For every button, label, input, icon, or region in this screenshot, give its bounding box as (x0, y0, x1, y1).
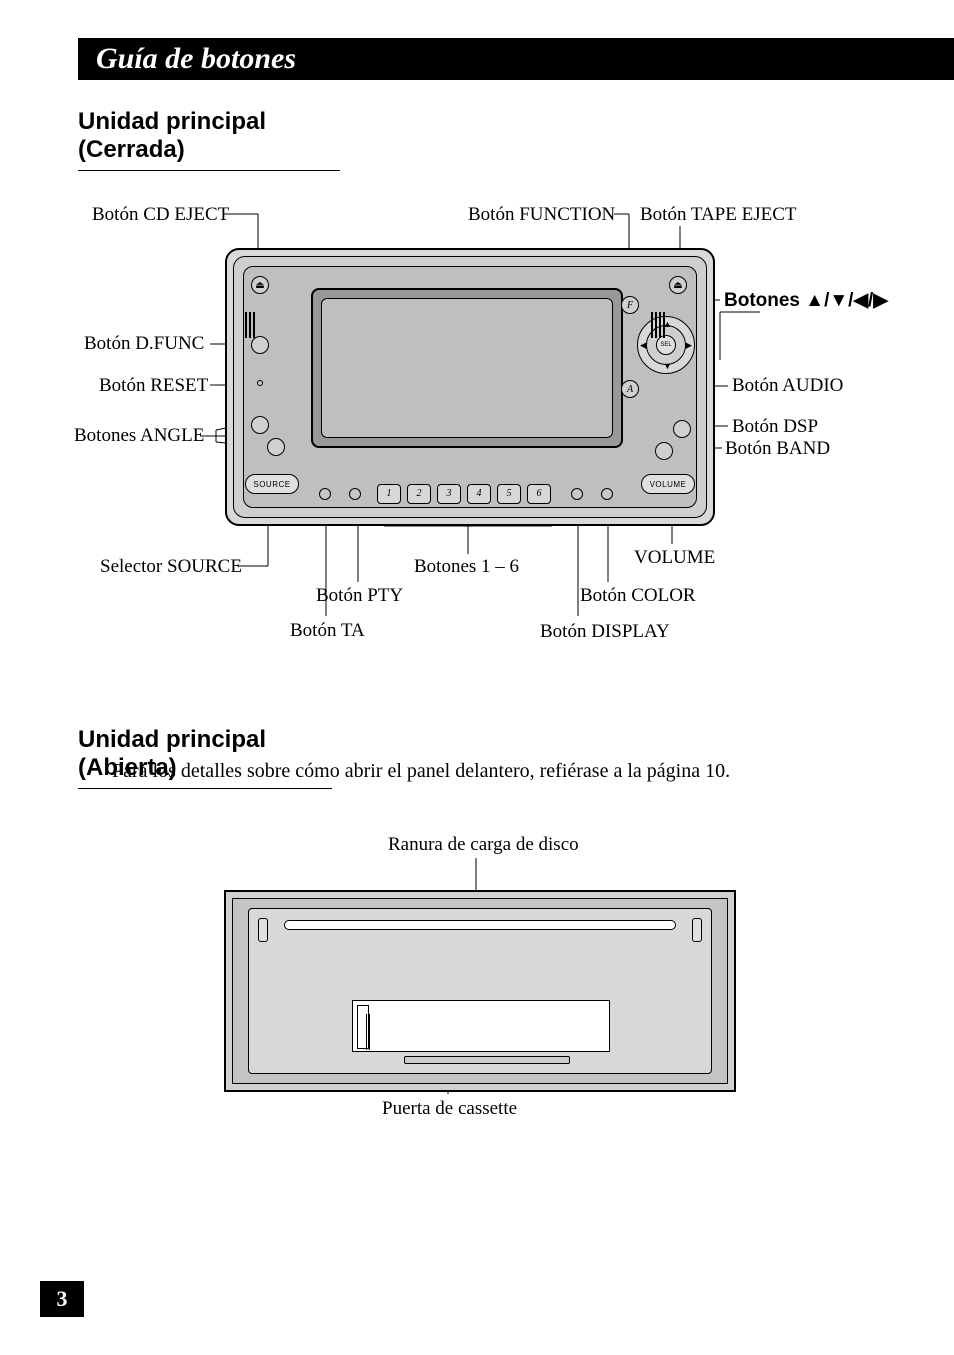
band-button[interactable] (655, 442, 673, 460)
label-dsp: Botón DSP (732, 416, 818, 438)
label-audio: Botón AUDIO (732, 375, 843, 397)
label-band: Botón BAND (725, 438, 830, 460)
label-cd-eject: Botón CD EJECT (92, 204, 229, 226)
label-presets: Botones 1 – 6 (414, 556, 519, 578)
preset-button-2[interactable]: 2 (407, 484, 431, 504)
preset-button-6[interactable]: 6 (527, 484, 551, 504)
section2-body-text: Para los detalles sobre cómo abrir el pa… (112, 760, 730, 783)
sel-label: SEL (660, 342, 671, 348)
ta-button[interactable] (319, 488, 331, 500)
dsp-button[interactable] (673, 420, 691, 438)
disc-loading-slot[interactable] (284, 920, 676, 930)
d-func-button[interactable] (251, 336, 269, 354)
section-heading-closed: Unidad principal (Cerrada) (78, 108, 340, 171)
label-reset: Botón RESET (99, 375, 208, 397)
right-arrow-icon: ▶ (685, 340, 692, 351)
angle-up-button[interactable] (251, 416, 269, 434)
panel-grip-right (651, 312, 695, 338)
cassette-door[interactable] (352, 1000, 610, 1052)
sel-center-button[interactable]: SEL (656, 335, 676, 355)
label-volume: VOLUME (634, 547, 715, 569)
label-d-func: Botón D.FUNC (84, 333, 204, 355)
panel-grip-left (245, 312, 289, 338)
label-cassette-door: Puerta de cassette (382, 1098, 517, 1120)
preset-button-3[interactable]: 3 (437, 484, 461, 504)
cassette-guide (357, 1005, 369, 1049)
panel-post-right (692, 918, 702, 942)
display-screen-frame (311, 288, 623, 448)
preset-button-4[interactable]: 4 (467, 484, 491, 504)
cassette-roller (366, 1014, 370, 1050)
release-bar (404, 1056, 570, 1064)
pty-button[interactable] (349, 488, 361, 500)
volume-label: VOLUME (650, 480, 687, 489)
audio-button[interactable]: A (621, 380, 639, 398)
cd-eject-button[interactable]: ⏏ (251, 276, 269, 294)
eject-icon: ⏏ (255, 280, 264, 291)
function-button[interactable]: F (621, 296, 639, 314)
diagram-head-unit-closed: ⏏ ⏏ F A SEL ▲ ▼ ◀ ▶ SOURCE VOLUME 1 2 3 … (225, 248, 715, 526)
eject-icon: ⏏ (673, 280, 682, 291)
chapter-title: Guía de botones (96, 42, 296, 76)
label-color: Botón COLOR (580, 585, 696, 607)
diagram-head-unit-open (224, 890, 736, 1092)
label-tape-eject: Botón TAPE EJECT (640, 204, 796, 226)
label-ta: Botón TA (290, 620, 365, 642)
chapter-title-bar: Guía de botones (78, 38, 954, 80)
color-button[interactable] (601, 488, 613, 500)
display-screen (321, 298, 613, 438)
label-arrows: Botones ▲/▼/◀/▶ (724, 289, 888, 312)
panel-post-left (258, 918, 268, 942)
source-rocker[interactable]: SOURCE (245, 474, 299, 494)
label-disc-slot: Ranura de carga de disco (388, 834, 579, 856)
label-pty: Botón PTY (316, 585, 403, 607)
label-display: Botón DISPLAY (540, 621, 670, 643)
angle-down-button[interactable] (267, 438, 285, 456)
down-arrow-icon: ▼ (663, 361, 672, 371)
volume-rocker[interactable]: VOLUME (641, 474, 695, 494)
page-number: 3 (57, 1286, 68, 1312)
reset-button[interactable] (257, 380, 263, 386)
left-arrow-icon: ◀ (640, 340, 647, 351)
page-number-badge: 3 (40, 1281, 84, 1317)
source-label: SOURCE (253, 480, 290, 489)
label-source: Selector SOURCE (100, 556, 242, 578)
preset-button-5[interactable]: 5 (497, 484, 521, 504)
display-button[interactable] (571, 488, 583, 500)
label-function: Botón FUNCTION (468, 204, 615, 226)
tape-eject-button[interactable]: ⏏ (669, 276, 687, 294)
preset-button-1[interactable]: 1 (377, 484, 401, 504)
label-angle: Botones ANGLE (74, 425, 204, 447)
